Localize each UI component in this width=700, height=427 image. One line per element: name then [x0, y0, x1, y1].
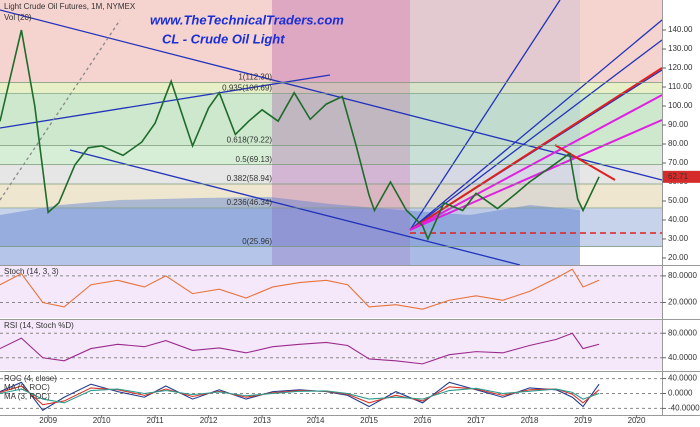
y-tick-label: 120.00: [668, 63, 693, 72]
x-tick-label: 2009: [39, 416, 57, 425]
y-tick-label: 40.00: [668, 215, 689, 224]
x-tick-label: 2014: [307, 416, 325, 425]
last-price-label: 62.71: [668, 172, 689, 181]
fib-band: [0, 207, 662, 247]
legend-label: MA (3, ROC): [4, 383, 50, 392]
x-tick-label: 2020: [628, 416, 646, 425]
x-tick-label: 2018: [521, 416, 539, 425]
panel-bg: [0, 266, 662, 318]
y-tick-label: 20.0000: [668, 298, 697, 307]
chart-subtitle: Vol (20): [4, 13, 32, 22]
x-tick-label: 2010: [93, 416, 111, 425]
y-tick-label: 80.0000: [668, 271, 697, 280]
y-tick-label: 90.00: [668, 120, 689, 129]
y-tick-label: -40.0000: [668, 404, 700, 413]
series-line: [0, 332, 600, 365]
series-line: [0, 387, 600, 404]
y-tick-label: 80.00: [668, 139, 689, 148]
legend-label: ROC (4, close): [4, 374, 57, 383]
fib-band: [0, 82, 662, 94]
fib-label: 0.618(79.22): [227, 136, 273, 145]
fib-label: 0.935(106.69): [222, 83, 272, 92]
panel-title: Stoch (14, 3, 3): [4, 267, 59, 276]
watermark: www.TheTechnicalTraders.com: [150, 12, 344, 27]
watermark: CL - Crude Oil Light: [162, 31, 285, 46]
y-tick-label: 30.00: [668, 234, 689, 243]
x-tick-label: 2011: [147, 416, 165, 425]
y-tick-label: 130.00: [668, 44, 693, 53]
y-tick-label: 80.0000: [668, 328, 697, 337]
shaded-zone: [410, 0, 580, 265]
shaded-zone: [272, 0, 410, 265]
y-tick-label: 110.00: [668, 82, 692, 91]
y-tick-label: 20.00: [668, 253, 689, 262]
y-tick-label: 100.00: [668, 101, 693, 110]
fib-label: 0(25.96): [242, 237, 272, 246]
x-tick-label: 2016: [414, 416, 432, 425]
last-price-box: [663, 170, 700, 183]
x-tick-label: 2017: [467, 416, 485, 425]
x-tick-label: 2015: [360, 416, 378, 425]
panel-title: RSI (14, Stoch %D): [4, 321, 74, 330]
chart-title: Light Crude Oil Futures, 1M, NYMEX: [4, 2, 136, 11]
y-tick-label: 0.0000: [668, 389, 693, 398]
y-tick-label: 140.00: [668, 25, 693, 34]
y-tick-label: 40.0000: [668, 374, 697, 383]
trend-lines: [0, 0, 663, 266]
fib-band: [0, 164, 662, 184]
panel-bg: [0, 320, 662, 370]
fib-label: 0.236(46.34): [227, 198, 273, 207]
y-tick-label: 50.00: [668, 196, 689, 205]
x-tick-label: 2012: [200, 416, 218, 425]
x-tick-label: 2019: [574, 416, 592, 425]
y-tick-label: 40.0000: [668, 353, 697, 362]
series-line: [0, 29, 600, 242]
series-line: [0, 268, 600, 310]
fib-label: 0.5(69.13): [236, 155, 273, 164]
fib-band: [0, 145, 662, 165]
legend-label: MA (3, ROC): [4, 392, 50, 401]
fib-label: 0.382(58.94): [227, 174, 273, 183]
y-tick-label: 70.00: [668, 158, 689, 167]
x-tick-label: 2013: [253, 416, 271, 425]
series-line: [0, 381, 600, 412]
fib-band: [0, 183, 662, 208]
fib-label: 1(112.30): [238, 73, 272, 82]
